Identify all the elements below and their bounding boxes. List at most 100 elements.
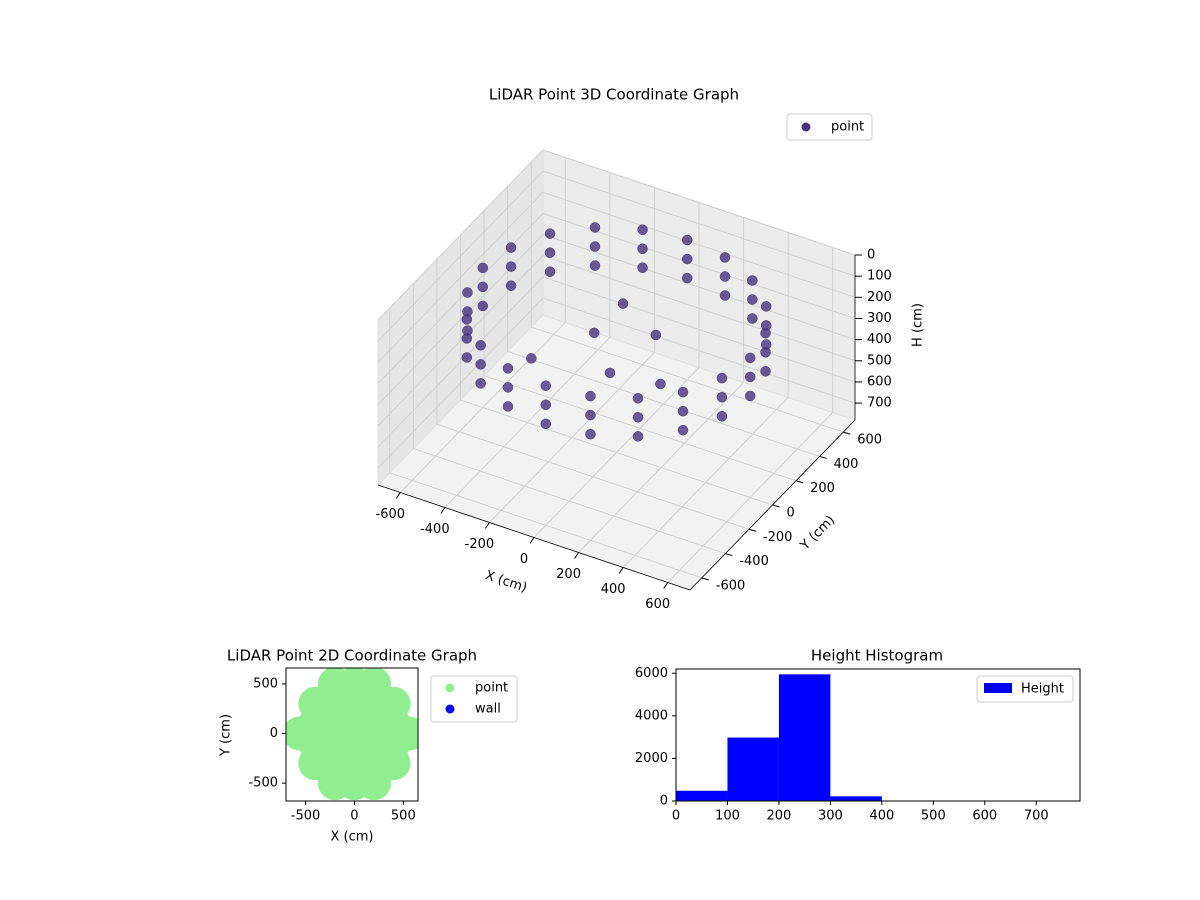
point — [589, 222, 601, 233]
y-tick-label: 0 — [270, 726, 278, 741]
point — [505, 280, 517, 291]
x-tick-label: 100 — [715, 809, 740, 824]
point — [588, 327, 600, 339]
point — [461, 352, 473, 363]
point — [526, 353, 537, 364]
grid-line — [542, 191, 856, 298]
grid-line — [542, 297, 856, 404]
point — [540, 380, 552, 391]
z-tick-label: 200 — [867, 290, 892, 305]
point — [655, 378, 666, 390]
x-tick-label: -400 — [420, 522, 450, 537]
point — [585, 428, 596, 440]
point — [475, 359, 486, 370]
x-tick — [663, 582, 669, 589]
point — [637, 262, 648, 274]
x-tick-label: 500 — [921, 809, 946, 824]
grid-line — [377, 191, 544, 363]
x-tick — [440, 507, 446, 514]
grid-line — [377, 213, 544, 384]
z-tick-label: 500 — [867, 353, 892, 368]
axes-frame — [285, 667, 419, 802]
x-tick-label: 400 — [601, 582, 626, 597]
x-tick-label: 0 — [350, 809, 358, 824]
y-tick — [843, 431, 851, 435]
y-tick-label: -500 — [248, 776, 278, 791]
x-tick-label: 0 — [672, 809, 680, 824]
point — [632, 431, 644, 442]
point — [637, 224, 648, 235]
legend-label: point — [831, 120, 864, 135]
z-tick-label: 700 — [867, 396, 892, 411]
grid-line — [377, 297, 544, 469]
bar — [778, 674, 831, 801]
y-tick-label: -400 — [739, 554, 769, 569]
x-axis-label: X (cm) — [331, 830, 374, 845]
y-tick-label: -600 — [716, 578, 746, 593]
legend-label: Height — [1021, 682, 1064, 697]
x-tick-label: -200 — [465, 537, 495, 552]
grid-line — [377, 234, 544, 405]
point — [760, 320, 772, 331]
point — [502, 401, 514, 412]
chart-title: LiDAR Point 2D Coordinate Graph — [227, 647, 477, 665]
bar — [676, 790, 728, 801]
x-tick-label: -600 — [376, 507, 406, 522]
point — [475, 340, 486, 351]
point — [637, 243, 648, 254]
y-tick-label: 600 — [857, 433, 882, 448]
y-tick — [795, 480, 804, 484]
y-tick-label: 0 — [660, 794, 668, 809]
y-tick-label: 200 — [810, 481, 835, 496]
grid-line — [542, 149, 856, 256]
y-axis-line — [689, 419, 856, 591]
y-tick-label: 500 — [253, 676, 278, 691]
point — [604, 367, 616, 379]
legend-marker — [445, 683, 455, 693]
point — [544, 247, 556, 258]
point — [475, 378, 486, 389]
grid-line — [542, 170, 856, 277]
chart-title: LiDAR Point 3D Coordinate Graph — [489, 86, 739, 104]
x-tick-label: 200 — [767, 809, 792, 824]
point — [477, 262, 489, 274]
point — [716, 391, 728, 403]
x-tick-label: 600 — [645, 597, 670, 612]
point — [589, 241, 601, 252]
x-tick — [574, 552, 579, 559]
legend-patch — [984, 683, 1012, 693]
grid-line — [377, 170, 544, 342]
y-tick — [701, 577, 709, 581]
y-tick — [819, 455, 827, 459]
y-tick-label: 0 — [787, 506, 795, 521]
point — [505, 261, 517, 272]
point — [716, 372, 728, 384]
x-tick-label: 300 — [818, 809, 843, 824]
point — [760, 366, 771, 377]
legend-marker — [445, 704, 455, 714]
x-tick-label: 0 — [520, 552, 528, 567]
x-tick-label: 400 — [869, 809, 894, 824]
axes-frame — [675, 668, 1081, 802]
point — [462, 325, 473, 336]
legend-box — [786, 113, 873, 141]
grid-line — [542, 276, 856, 383]
y-tick-label: 2000 — [635, 751, 668, 766]
point — [462, 287, 473, 298]
point — [544, 266, 556, 277]
legend-label: wall — [475, 702, 501, 717]
grid-line — [377, 149, 544, 321]
grid-line — [542, 255, 856, 362]
point — [632, 412, 644, 423]
point — [505, 242, 517, 253]
point — [716, 411, 728, 422]
y-tick-label: 4000 — [635, 708, 668, 723]
grid-line — [436, 423, 750, 530]
y-tick — [748, 528, 757, 532]
z-tick-label: 400 — [867, 332, 892, 347]
point — [681, 253, 693, 265]
grid-line — [483, 375, 797, 482]
bar — [727, 737, 779, 801]
y-tick-label: 400 — [834, 457, 859, 472]
x-axis-line — [377, 484, 691, 591]
